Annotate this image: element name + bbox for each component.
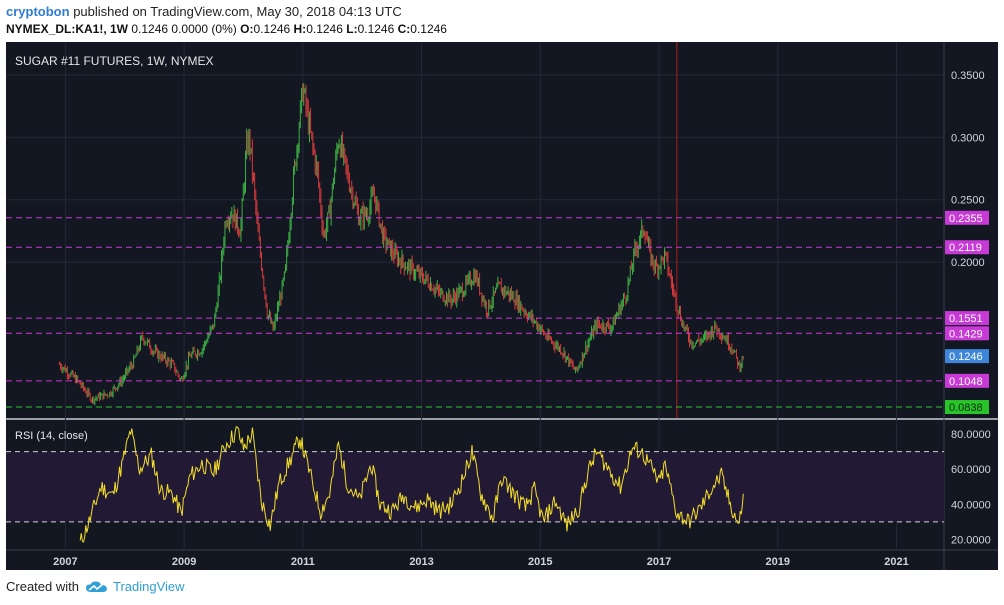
low-label: L: (346, 22, 358, 36)
rsi-tick-label: 80.0000 (951, 429, 991, 441)
tradingview-cloud-icon (85, 580, 107, 592)
tradingview-brand: TradingView (112, 579, 185, 594)
level-tag-label: 0.0838 (949, 402, 983, 414)
level-tag (945, 326, 989, 341)
rsi-tick-label: 20.0000 (951, 534, 991, 546)
low-value: 0.1246 (357, 22, 395, 36)
symbol-label: NYMEX_DL:KA1!, 1W (6, 22, 129, 36)
level-tag-label: 0.1048 (949, 376, 983, 388)
price-tick-label: 0.3500 (951, 70, 985, 82)
tradingview-link[interactable]: TradingView (85, 579, 185, 594)
candles (58, 83, 744, 406)
high-value: 0.1246 (306, 22, 343, 36)
author-link[interactable]: cryptobon (6, 4, 70, 19)
level-tag (945, 210, 989, 225)
level-tag-label: 0.1551 (949, 313, 983, 325)
level-tag-label: 0.2355 (949, 213, 983, 225)
time-axis-pane (6, 550, 998, 570)
last-price-tag (945, 349, 989, 364)
rsi-title: RSI (14, close) (15, 430, 88, 442)
chart-title: SUGAR #11 FUTURES, 1W, NYMEX (15, 54, 214, 68)
level-tag (945, 373, 989, 388)
rsi-tick-label: 40.0000 (951, 499, 991, 511)
time-tick-label: 2011 (291, 556, 315, 568)
change-text: 0.1246 0.0000 (0%) (131, 22, 237, 36)
close-label: C: (397, 22, 411, 36)
open-value: 0.1246 (253, 22, 291, 36)
level-tag (945, 311, 989, 326)
open-label: O: (240, 22, 254, 36)
level-tag-label: 0.2119 (949, 242, 982, 254)
chart-canvas[interactable]: 0.3500 0.3000 0.2500 0.2000 80.0000 60.0000 40… (6, 42, 998, 570)
last-price-label: 0.1246 (949, 351, 983, 363)
price-pane[interactable] (6, 42, 998, 418)
level-tag-label: 0.1429 (949, 328, 983, 340)
close-value: 0.1246 (410, 22, 447, 36)
level-tag (945, 400, 989, 415)
rsi-line (79, 425, 744, 543)
time-tick-label: 2007 (53, 556, 77, 568)
ohlc-line: NYMEX_DL:KA1!, 1W 0.1246 0.0000 (0%) O:0… (6, 22, 447, 36)
rsi-tick-label: 60.0000 (951, 464, 991, 476)
price-tick-label: 0.2000 (951, 257, 985, 269)
published-text: published on TradingView.com, May 30, 20… (73, 4, 402, 19)
time-tick-label: 2021 (884, 556, 908, 568)
created-with-text: Created with (6, 579, 79, 594)
price-tick-label: 0.2500 (951, 195, 985, 207)
high-label: H: (293, 22, 307, 36)
price-tick-label: 0.3000 (951, 132, 985, 144)
time-tick-label: 2015 (528, 556, 552, 568)
time-tick-label: 2019 (766, 556, 790, 568)
time-tick-label: 2017 (647, 556, 671, 568)
level-tag (945, 240, 989, 255)
time-tick-label: 2013 (409, 556, 433, 568)
time-tick-label: 2009 (172, 556, 196, 568)
footer: Created with TradingView (6, 579, 185, 594)
publish-line: cryptobon published on TradingView.com, … (6, 4, 402, 19)
